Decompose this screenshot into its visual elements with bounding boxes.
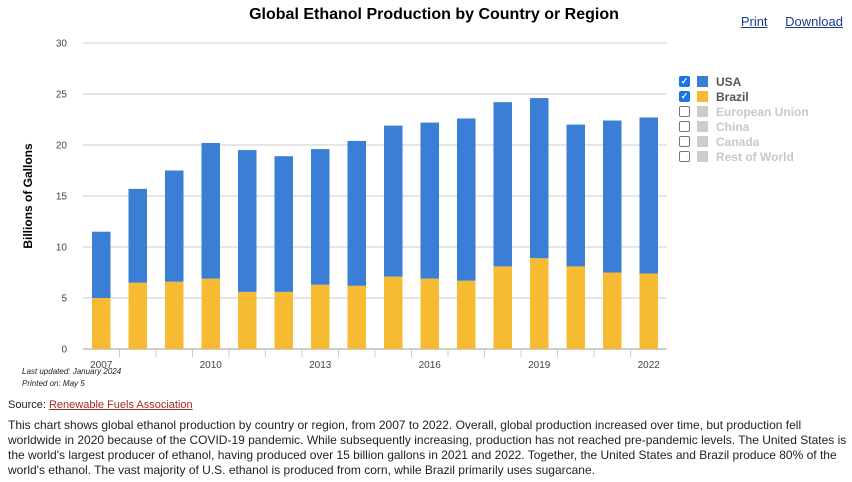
legend-label: Brazil [716,89,749,104]
bar-brazil-2017 [457,280,476,349]
x-tick-label-2016: 2016 [419,360,442,371]
source-link[interactable]: Renewable Fuels Association [48,399,193,411]
legend-item-brazil[interactable]: Brazil [679,89,809,104]
top-links: Print Download [727,14,843,29]
bar-usa-2007 [92,231,111,298]
bar-brazil-2008 [128,282,147,349]
checkbox-canada[interactable] [679,136,690,147]
y-tick-label: 10 [56,243,68,254]
bar-usa-2019 [530,98,549,259]
legend-label: Canada [716,134,760,149]
bar-usa-2022 [639,117,658,274]
legend-item-canada[interactable]: Canada [679,134,809,149]
bar-brazil-2007 [92,298,111,349]
bar-usa-2011 [238,150,257,292]
bar-brazil-2015 [384,276,403,349]
bar-usa-2020 [566,124,585,267]
bar-brazil-2012 [274,291,293,349]
ethanol-chart: 0 5 10 15 20 25 30 Billions of Gallons 2007 2010 2… [21,39,667,371]
checkbox-usa[interactable] [679,76,690,87]
x-tick-label-2007: 2007 [90,360,113,371]
y-axis-label: Billions of Gallons [21,143,35,249]
legend-item-usa[interactable]: USA [679,74,809,89]
legend-swatch [697,91,708,102]
legend-label: European Union [716,104,809,119]
source-line: Source: Renewable Fuels Association [8,399,193,411]
bar-brazil-2010 [201,278,220,349]
y-tick-label: 5 [61,294,67,305]
bar-usa-2009 [165,170,184,282]
legend-swatch [697,121,708,132]
legend-item-rest-of-world[interactable]: Rest of World [679,149,809,164]
y-tick-label: 20 [56,141,68,152]
x-tick-label-2022: 2022 [638,360,661,371]
bar-brazil-2016 [420,278,439,349]
bar-usa-2008 [128,188,147,283]
bar-brazil-2013 [311,284,330,349]
checkbox-brazil[interactable] [679,91,690,102]
bar-usa-2013 [311,149,330,285]
x-tick-label-2013: 2013 [309,360,332,371]
source-prefix: Source: [8,399,49,411]
legend-label: Rest of World [716,149,794,164]
bar-brazil-2019 [530,258,549,349]
chart-description: This chart shows global ethanol producti… [8,418,847,477]
bar-brazil-2011 [238,291,257,349]
y-tick-label: 30 [56,39,68,50]
legend-swatch [697,106,708,117]
bar-usa-2017 [457,118,476,281]
bar-usa-2018 [493,102,512,267]
chart-title: Global Ethanol Production by Country or … [249,6,619,23]
legend-swatch [697,76,708,87]
download-link[interactable]: Download [785,14,843,29]
legend: USA Brazil European Union China Canada R… [679,74,809,164]
checkbox-china[interactable] [679,121,690,132]
bar-brazil-2014 [347,285,366,349]
print-link[interactable]: Print [740,14,768,29]
y-tick-label: 0 [61,345,67,356]
bar-usa-2015 [384,125,403,277]
legend-item-european-union[interactable]: European Union [679,104,809,119]
bar-brazil-2018 [493,266,512,349]
checkbox-european-union[interactable] [679,106,690,117]
y-tick-label: 25 [56,90,68,101]
legend-label: USA [716,74,742,89]
bar-brazil-2009 [165,281,184,349]
legend-item-china[interactable]: China [679,119,809,134]
last-updated-note: Last updated: January 2024 [22,367,122,376]
bar-usa-2021 [603,120,622,273]
bar-brazil-2020 [566,266,585,349]
printed-on-note: Printed on: May 5 [22,379,85,388]
bar-brazil-2022 [639,273,658,349]
legend-swatch [697,151,708,162]
bar-usa-2010 [201,142,220,279]
legend-swatch [697,136,708,147]
legend-label: China [716,119,750,134]
bar-brazil-2021 [603,272,622,349]
y-tick-label: 15 [56,192,68,203]
bar-usa-2012 [274,156,293,292]
checkbox-rest-of-world[interactable] [679,151,690,162]
bar-usa-2016 [420,122,439,279]
x-tick-label-2019: 2019 [528,360,551,371]
x-tick-label-2010: 2010 [200,360,223,371]
chart-notes: Last updated: January 2024 Printed on: M… [22,366,121,390]
bar-usa-2014 [347,140,366,286]
